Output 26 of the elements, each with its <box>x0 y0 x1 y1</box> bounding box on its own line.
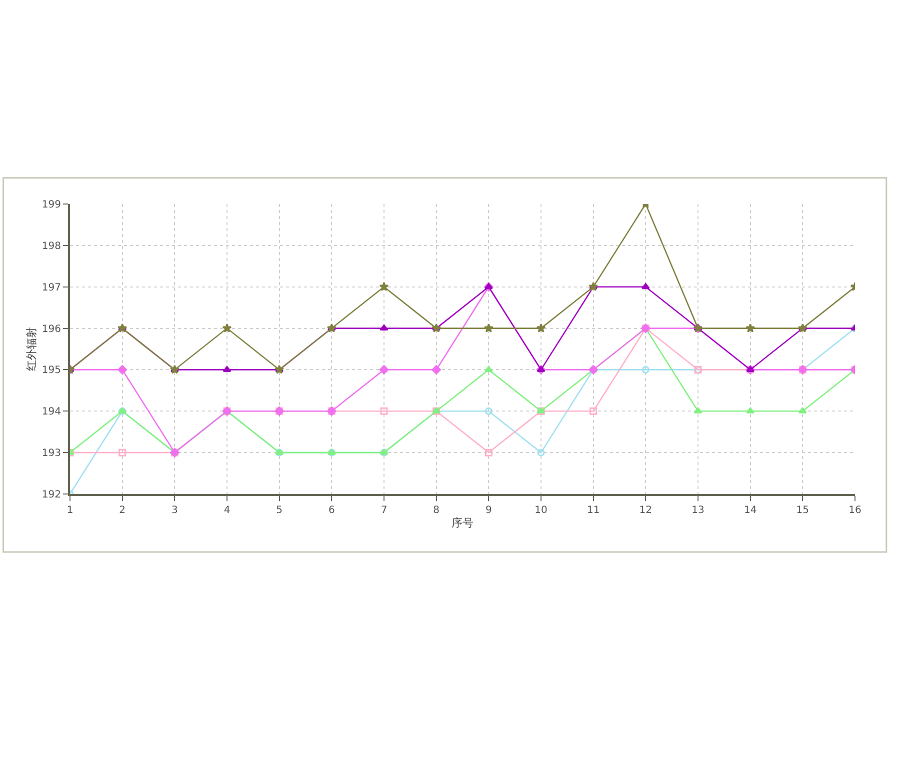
x-tick-label: 6 <box>328 505 335 516</box>
y-tick-label: 199 <box>42 200 61 210</box>
x-tick-label: 3 <box>171 505 178 516</box>
y-tick-label: 193 <box>42 448 61 460</box>
x-tick-label: 10 <box>534 505 548 516</box>
y-tick-label: 192 <box>42 490 61 500</box>
y-tick-label: 197 <box>42 282 61 294</box>
y-axis-title: 红外辐射 <box>25 327 38 371</box>
x-tick-label: 13 <box>692 505 704 516</box>
x-tick-label: 14 <box>744 505 757 516</box>
x-axis-title: 序号 <box>452 516 474 530</box>
y-tick-label: 198 <box>42 240 61 252</box>
x-tick-label: 15 <box>796 505 810 516</box>
x-tick-label: 5 <box>276 505 283 516</box>
x-tick-label: 2 <box>119 505 126 516</box>
y-tick-label: 194 <box>42 406 61 418</box>
x-tick-label: 8 <box>433 505 440 516</box>
x-tick-label: 9 <box>485 505 492 516</box>
x-tick-label: 12 <box>639 505 652 516</box>
x-tick-label: 11 <box>586 505 600 516</box>
y-tick-label: 195 <box>42 365 61 376</box>
x-tick-label: 4 <box>224 505 230 516</box>
x-tick-label: 16 <box>848 505 862 516</box>
y-tick-label: 196 <box>42 324 61 335</box>
x-tick-label: 7 <box>380 505 388 516</box>
x-tick-label: 1 <box>66 505 74 516</box>
